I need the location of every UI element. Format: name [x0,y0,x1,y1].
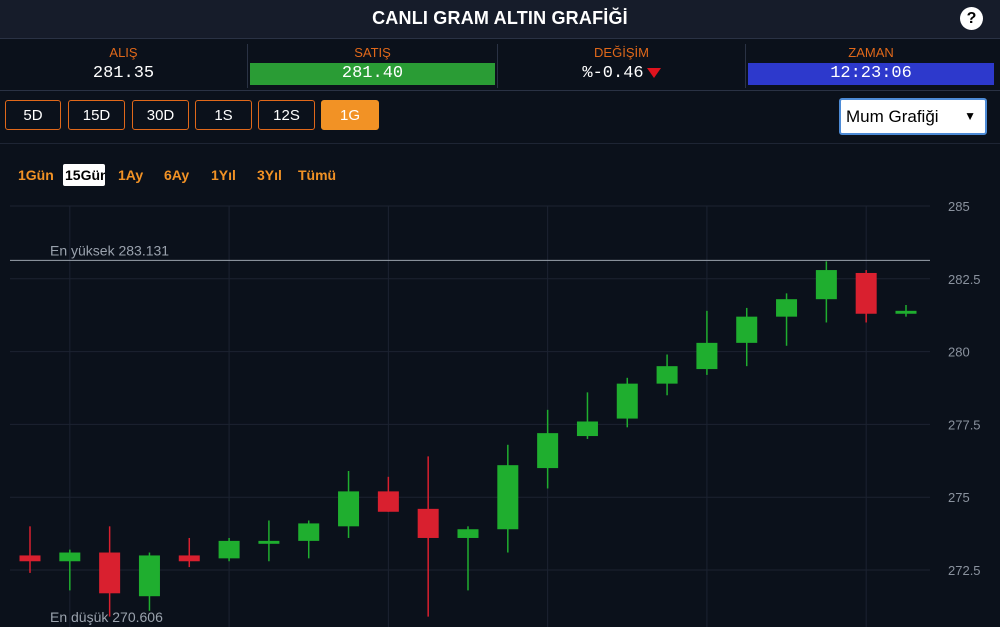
high-label: En yüksek 283.131 [50,242,169,258]
y-tick-label: 285 [948,199,970,214]
candle-body-down [178,555,200,562]
candle-body-up [616,383,638,419]
range-button-15gun[interactable]: 15Gün [63,164,105,186]
chevron-down-icon: ▼ [964,109,976,123]
time-cell: ZAMAN 12:23:06 [746,40,996,90]
candle-body-down [417,508,439,538]
range-button-tumu[interactable]: Tümü [298,167,337,183]
candle-body-up [497,465,519,530]
chart-type-value: Mum Grafiği [846,107,939,126]
y-tick-label: 275 [948,490,970,505]
candle-body-up [298,523,320,541]
candle-body-up [338,491,360,527]
down-arrow-icon [646,67,661,78]
period-button-1g[interactable]: 1G [321,100,379,130]
candle-body-up [656,366,678,384]
top-bar: CANLI GRAM ALTIN GRAFİĞİ ? [0,0,1000,39]
bid-value: 281.35 [92,64,155,83]
range-button-3yil[interactable]: 3Yıl [257,167,282,183]
bid-cell: ALIŞ 281.35 [0,40,247,90]
y-tick-label: 282.5 [948,272,981,287]
candle-body-up [59,552,81,562]
ask-label: SATIŞ [354,45,391,60]
change-value-wrap: %-0.46 [500,63,743,85]
candle-body-up [776,299,798,317]
candle-body-down [377,491,399,512]
range-button-1yil[interactable]: 1Yıl [211,167,236,183]
candle-body-up [576,421,598,437]
chart-type-select[interactable]: Mum Grafiği ▼ [839,98,987,135]
range-button-1gun[interactable]: 1Gün [18,167,54,183]
candle-body-up [895,310,917,314]
bid-label: ALIŞ [109,45,138,60]
help-icon[interactable]: ? [960,7,983,30]
candle-body-down [19,555,41,562]
candle-body-up [736,316,758,343]
candle-body-up [815,270,837,300]
time-label: ZAMAN [848,45,894,60]
change-cell: DEĞİŞİM %-0.46 [498,40,745,90]
range-button-6ay[interactable]: 6Ay [164,167,190,183]
candle-body-up [537,433,559,469]
candle-body-down [99,552,121,594]
period-button-15d[interactable]: 15D [68,100,125,130]
candle-body-down [855,272,877,314]
page-title: CANLI GRAM ALTIN GRAFİĞİ [372,8,628,28]
change-label: DEĞİŞİM [594,45,649,60]
divider [745,44,746,88]
low-label: En düşük 270.606 [50,609,163,625]
y-tick-label: 280 [948,345,970,360]
ask-value: 281.40 [250,63,495,85]
time-value: 12:23:06 [748,63,994,85]
candle-body-up [218,540,240,559]
candle-body-up [138,555,160,597]
candle-body-up [457,529,479,538]
quote-panel: ALIŞ 281.35 SATIŞ 281.40 DEĞİŞİM %-0.46 … [0,40,1000,91]
divider [497,44,498,88]
y-tick-label: 272.5 [948,563,981,578]
divider [247,44,248,88]
period-button-1s[interactable]: 1S [195,100,252,130]
range-button-1ay[interactable]: 1Ay [118,167,144,183]
period-button-30d[interactable]: 30D [132,100,189,130]
candle-body-up [258,540,280,544]
divider [0,143,1000,144]
ask-cell: SATIŞ 281.40 [248,40,497,90]
y-tick-label: 277.5 [948,417,981,432]
period-button-5d[interactable]: 5D [5,100,61,130]
change-value: %-0.46 [582,64,644,83]
candle-body-up [696,342,718,370]
period-button-12s[interactable]: 12S [258,100,315,130]
